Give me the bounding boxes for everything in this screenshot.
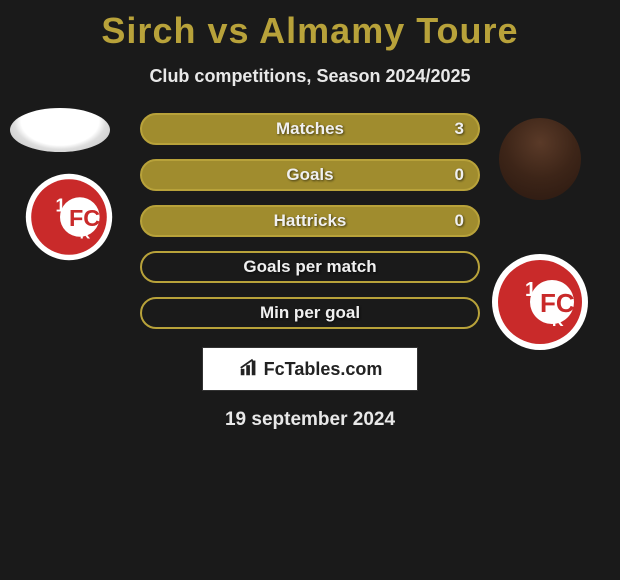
club-badge-left: 1. FC K [24,172,114,262]
title-text: Sirch vs Almamy Toure [101,10,518,51]
stat-value-right: 3 [455,119,464,139]
stat-value-right: 0 [455,211,464,231]
brand-box: FcTables.com [202,347,418,391]
stat-row-hattricks: Hattricks 0 [140,205,480,237]
stat-row-gpm: Goals per match [140,251,480,283]
date-text: 19 september 2024 [0,409,620,431]
stat-row-matches: Matches 3 [140,113,480,145]
subtitle: Club competitions, Season 2024/2025 [0,66,620,87]
stat-row-mpg: Min per goal [140,297,480,329]
stat-label: Matches [142,119,478,139]
svg-text:K: K [80,227,91,243]
svg-text:K: K [552,313,564,330]
club-badge-right: 1. FC K [490,252,590,352]
bar-chart-icon [238,356,260,383]
stat-label: Hattricks [142,211,478,231]
player-right-avatar [499,118,581,200]
page-title: Sirch vs Almamy Toure [0,0,620,52]
stat-label: Min per goal [142,303,478,323]
stat-label: Goals [142,165,478,185]
stat-row-goals: Goals 0 [140,159,480,191]
stat-label: Goals per match [142,257,478,277]
stat-value-right: 0 [455,165,464,185]
brand-text: FcTables.com [264,359,383,380]
player-left-avatar [10,108,110,152]
stats-list: Matches 3 Goals 0 Hattricks 0 Goals per … [140,113,480,329]
